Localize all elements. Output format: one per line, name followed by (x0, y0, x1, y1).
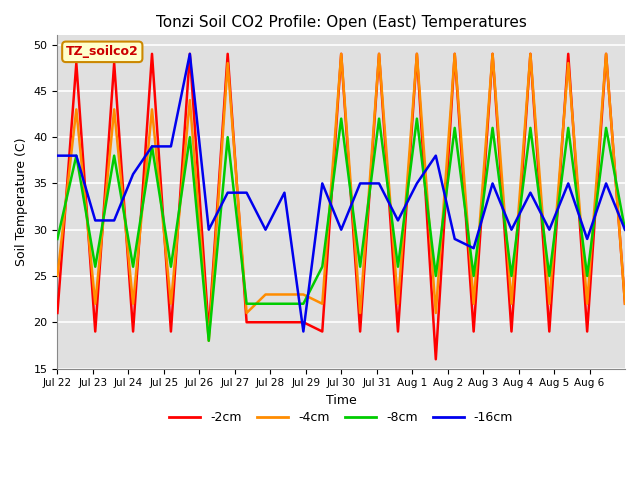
Legend: -2cm, -4cm, -8cm, -16cm: -2cm, -4cm, -8cm, -16cm (164, 406, 518, 429)
Title: Tonzi Soil CO2 Profile: Open (East) Temperatures: Tonzi Soil CO2 Profile: Open (East) Temp… (156, 15, 527, 30)
Y-axis label: Soil Temperature (C): Soil Temperature (C) (15, 138, 28, 266)
Text: TZ_soilco2: TZ_soilco2 (66, 45, 139, 59)
X-axis label: Time: Time (326, 394, 356, 407)
